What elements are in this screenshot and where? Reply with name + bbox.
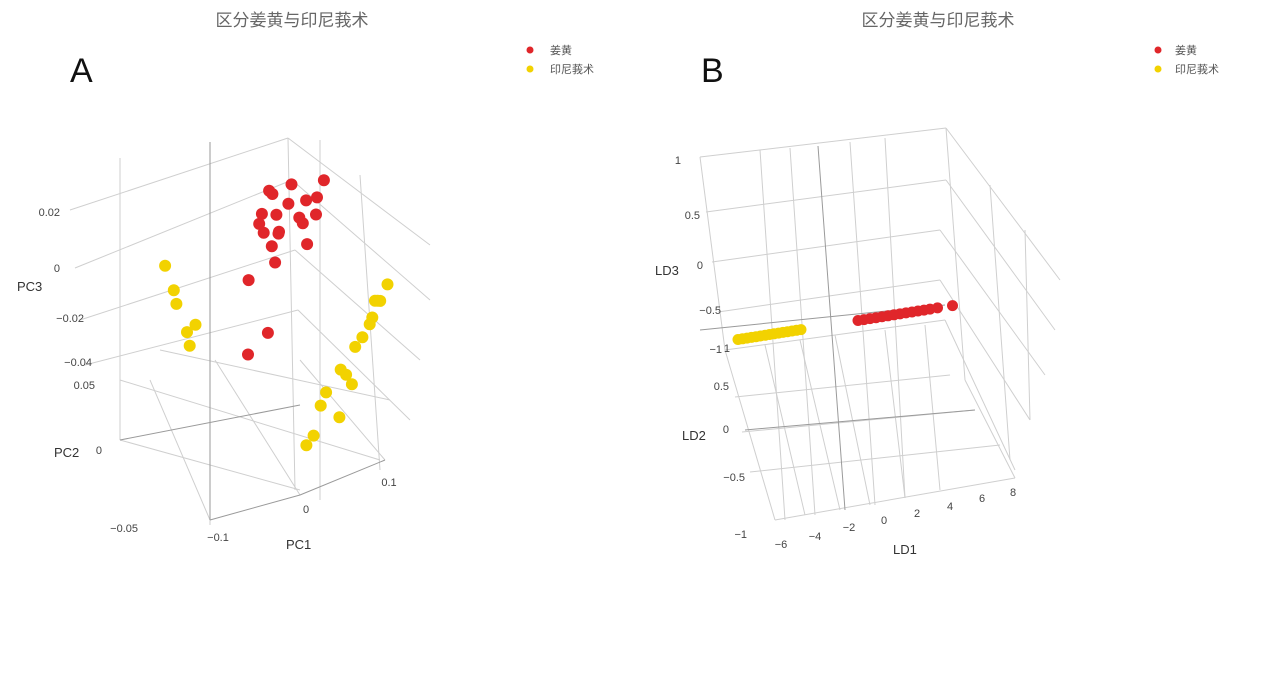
legend-marker-jianghuang-b [1154, 46, 1162, 54]
point-jianghuang-21 [265, 240, 278, 253]
point-yinniezhu-20 [189, 318, 202, 331]
legend-label-jianghuang: 姜黄 [550, 43, 572, 57]
point-jianghuang-2 [270, 208, 283, 221]
point-yinniezhu-7 [349, 340, 362, 353]
chart-title-b: 区分姜黄与印尼莪术 [862, 11, 1015, 31]
ytick-b-3: 0.5 [714, 381, 729, 393]
ztick-b-1: −0.5 [699, 305, 721, 317]
point-yinniezhu-17 [366, 311, 379, 324]
ztick-a-0: −0.04 [64, 357, 92, 369]
xtick-b-2: −2 [843, 522, 856, 534]
xtick-b-0: −6 [775, 539, 788, 551]
panel-b: 区分姜黄与印尼莪术 B 姜黄 印尼莪术 LD3 LD2 LD1 1 0.5 0 … [655, 11, 1219, 557]
panel-label-a: A [70, 52, 93, 90]
legend-marker-yinniezhu [526, 65, 534, 73]
point-jianghuang-4 [257, 226, 270, 239]
ztick-a-2: 0 [54, 263, 60, 275]
point-yinniezhu-3 [183, 339, 196, 352]
ztick-a-1: −0.02 [56, 313, 84, 325]
panel-label-b: B [701, 52, 724, 90]
point-yinniezhu-18 [371, 294, 384, 307]
point-jianghuang-16 [261, 326, 274, 339]
point-jianghuang-12 [266, 188, 279, 200]
point-yinniezhu-1 [181, 326, 193, 339]
grid-a [69, 137, 431, 525]
ticks-a: 0.02 0 −0.02 −0.04 0.05 0 −0.05 −0.1 0 0… [39, 207, 397, 544]
point-jianghuang-18 [310, 208, 322, 221]
point-jianghuang-8 [253, 217, 266, 230]
ztick-a-3: 0.02 [39, 207, 60, 219]
zlabel-a: PC3 [17, 279, 42, 294]
point-jianghuang-17 [301, 238, 314, 251]
ytick-b-0: −1 [734, 529, 747, 541]
xtick-b-4: 2 [914, 508, 920, 520]
ztick-b-3: 0.5 [685, 210, 700, 222]
legend-a[interactable]: 姜黄 印尼莪术 [526, 43, 595, 76]
chart-title-a: 区分姜黄与印尼莪术 [216, 11, 369, 31]
point-jianghuang-13 [932, 302, 943, 314]
zlabel-b: LD3 [655, 263, 679, 278]
point-yinniezhu-12 [345, 378, 358, 391]
ytick-b-4: 1 [724, 343, 730, 355]
point-yinniezhu-15 [307, 429, 320, 442]
point-yinniezhu-19 [340, 368, 353, 381]
xtick-a-0: −0.1 [207, 532, 229, 544]
legend-marker-jianghuang [526, 46, 534, 54]
xlabel-b: LD1 [893, 542, 917, 557]
ytick-a-1: 0 [96, 445, 102, 457]
points-b [732, 300, 958, 345]
xtick-b-6: 6 [979, 493, 985, 505]
ticks-b: 1 0.5 0 −0.5 −1 1 0.5 0 −0.5 −1 −6 −4 −2… [675, 155, 1016, 551]
legend-label-yinniezhu-b: 印尼莪术 [1175, 63, 1219, 76]
legend-marker-yinniezhu-b [1154, 65, 1162, 73]
xtick-b-5: 4 [947, 501, 953, 513]
point-jianghuang-3 [282, 197, 295, 210]
point-jianghuang-1 [255, 207, 268, 220]
xtick-b-7: 8 [1010, 487, 1016, 499]
point-jianghuang-20 [296, 217, 309, 230]
point-jianghuang-15 [242, 274, 255, 287]
grid-b [699, 127, 1061, 521]
panel-a: 区分姜黄与印尼莪术 A 姜黄 印尼莪术 PC3 PC2 PC1 0.02 0 −… [17, 11, 594, 552]
point-yinniezhu-0 [167, 284, 180, 297]
point-yinniezhu-14 [795, 324, 807, 336]
point-jianghuang-19 [242, 348, 254, 361]
ytick-a-2: 0.05 [74, 380, 95, 392]
point-yinniezhu-14 [381, 278, 394, 291]
xtick-b-3: 0 [881, 515, 887, 527]
point-jianghuang-10 [269, 256, 282, 269]
ylabel-a: PC2 [54, 445, 79, 460]
legend-label-yinniezhu: 印尼莪术 [550, 63, 594, 76]
point-yinniezhu-2 [170, 297, 183, 310]
ylabel-b: LD2 [682, 428, 706, 443]
point-jianghuang-14 [317, 174, 330, 187]
legend-b[interactable]: 姜黄 印尼莪术 [1154, 43, 1220, 76]
point-yinniezhu-5 [320, 386, 333, 399]
xtick-a-2: 0.1 [381, 477, 396, 489]
xtick-a-1: 0 [303, 504, 309, 516]
point-yinniezhu-16 [300, 439, 313, 452]
ytick-b-1: −0.5 [723, 472, 745, 484]
xtick-b-1: −4 [809, 531, 822, 543]
point-yinniezhu-11 [333, 411, 346, 424]
legend-label-jianghuang-b: 姜黄 [1175, 43, 1197, 57]
point-jianghuang-9 [285, 178, 298, 191]
points-a [159, 174, 394, 452]
ztick-b-4: 1 [675, 155, 681, 167]
point-jianghuang-7 [273, 225, 285, 238]
point-yinniezhu-4 [159, 259, 172, 272]
ytick-b-2: 0 [723, 424, 729, 436]
point-yinniezhu-21 [314, 399, 327, 412]
ztick-b-0: −1 [709, 344, 722, 356]
ztick-b-2: 0 [697, 260, 703, 272]
ytick-a-0: −0.05 [110, 523, 138, 535]
point-jianghuang-14 [947, 300, 958, 312]
point-yinniezhu-13 [356, 331, 369, 344]
point-jianghuang-13 [311, 191, 323, 204]
point-jianghuang-11 [300, 194, 313, 207]
xlabel-a: PC1 [286, 537, 311, 552]
